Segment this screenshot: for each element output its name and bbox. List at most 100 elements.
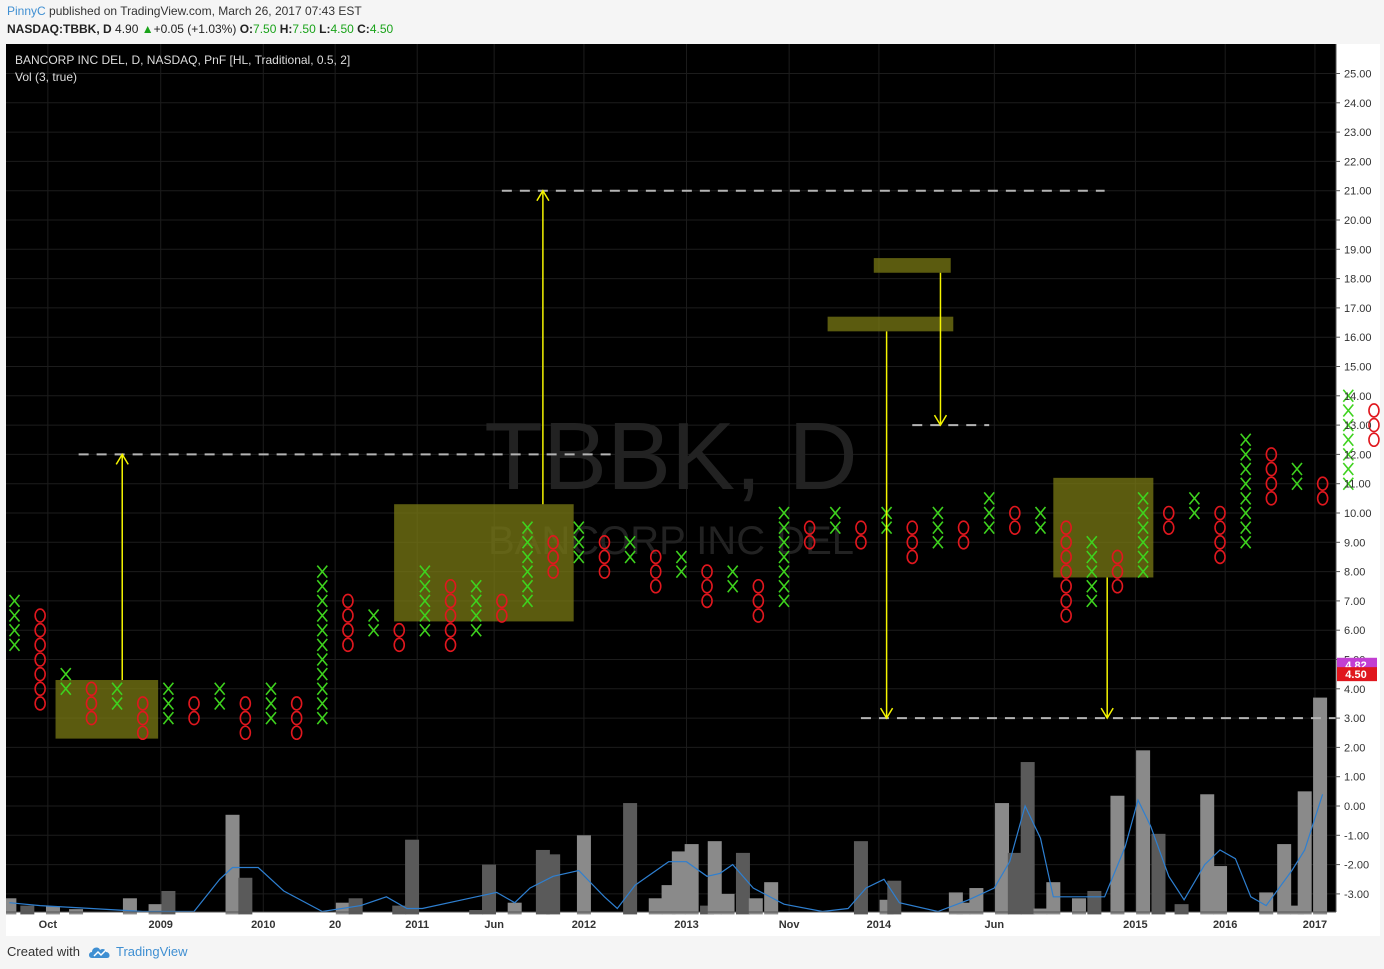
- volume-bar: [735, 852, 750, 915]
- x-box: [727, 579, 739, 593]
- low-label: L:: [319, 22, 331, 36]
- o-box: [34, 681, 46, 697]
- volume-bar: [684, 844, 699, 915]
- volume-bar: [1033, 908, 1048, 915]
- o-box: [239, 710, 252, 726]
- chart-container[interactable]: TBBK, D BANCORP INC DEL 25.00 24.00 23.00 22.…: [6, 44, 1380, 936]
- o-box: [290, 710, 303, 726]
- author-link[interactable]: PinnyC: [7, 4, 46, 18]
- o-box: [957, 534, 970, 550]
- volume-bar: [405, 839, 420, 915]
- volume-bar: [45, 906, 60, 915]
- o-box: [1060, 578, 1072, 594]
- x-box: [521, 535, 534, 549]
- close-label: C:: [357, 22, 370, 36]
- y-tick-label: 16.00: [1344, 332, 1372, 344]
- volume-bar: [853, 841, 868, 915]
- x-box: [573, 535, 585, 549]
- created-with-text: Created with: [7, 944, 80, 959]
- y-tick-label: 13.00: [1344, 420, 1372, 432]
- o-box: [34, 666, 46, 682]
- x-tick-label: Nov: [779, 919, 801, 931]
- y-tick-label: 19.00: [1344, 244, 1372, 256]
- o-box: [188, 710, 200, 726]
- volume-bar: [1277, 844, 1292, 915]
- o-box: [803, 534, 816, 550]
- tradingview-link[interactable]: TradingView: [88, 944, 188, 959]
- x-box: [1137, 535, 1149, 549]
- volume-bar: [1174, 904, 1189, 915]
- x-box: [60, 667, 72, 681]
- y-tick-label: 11.00: [1344, 479, 1371, 491]
- series-legend: BANCORP INC DEL, D, NASDAQ, PnF [HL, Tra…: [15, 53, 351, 67]
- x-box: [367, 609, 380, 623]
- o-box: [957, 520, 970, 535]
- o-box: [85, 696, 98, 711]
- y-tick-label: 21.00: [1344, 186, 1372, 198]
- o-box: [1368, 403, 1380, 418]
- volume-bar: [392, 905, 407, 915]
- x-box: [265, 696, 277, 710]
- o-box: [1009, 520, 1021, 535]
- x-box: [1137, 565, 1149, 579]
- o-box: [1060, 534, 1072, 550]
- volume-bar: [969, 888, 984, 915]
- x-box: [573, 521, 585, 535]
- x-box: [624, 550, 636, 564]
- o-box: [1368, 432, 1380, 448]
- volume-bar: [225, 814, 240, 915]
- x-box: [521, 521, 534, 535]
- o-box: [34, 637, 46, 653]
- y-tick-label: -2.00: [1344, 860, 1369, 872]
- x-tick-label: 2017: [1303, 919, 1327, 931]
- o-box: [649, 549, 662, 565]
- x-box: [162, 711, 175, 725]
- o-box: [34, 652, 46, 667]
- x-box: [521, 550, 534, 564]
- o-box: [136, 710, 149, 726]
- volume-bar: [1110, 795, 1125, 915]
- o-box: [393, 637, 406, 653]
- x-box: [316, 667, 328, 681]
- arrow-head: [1100, 707, 1114, 720]
- watermark-ticker: TBBK, D: [484, 403, 857, 510]
- x-box: [1137, 506, 1149, 520]
- x-box: [778, 565, 790, 579]
- x-box: [470, 594, 482, 608]
- x-box: [1240, 491, 1252, 505]
- o-box: [444, 622, 457, 638]
- x-box: [1291, 477, 1303, 491]
- o-box: [1265, 447, 1278, 462]
- o-box: [1316, 491, 1329, 506]
- volume-bar: [1297, 791, 1312, 915]
- symbol-info: NASDAQ:TBBK, D 4.90 ▲+0.05 (+1.03%) O:7.…: [7, 22, 393, 36]
- y-tick-label: 14.00: [1344, 391, 1372, 403]
- volume-bar: [748, 898, 763, 915]
- y-tick-label: 20.00: [1344, 215, 1372, 227]
- x-box: [265, 711, 277, 725]
- x-box: [470, 623, 482, 637]
- publish-text: published on TradingView.com, March 26, …: [49, 4, 362, 18]
- y-tick-label: 6.00: [1344, 625, 1365, 637]
- arrow-head: [879, 707, 894, 720]
- volume-bar: [6, 898, 17, 915]
- x-box: [1240, 535, 1252, 549]
- x-box: [932, 535, 944, 549]
- x-box: [778, 506, 790, 520]
- x-box: [8, 623, 21, 637]
- x-box: [521, 579, 534, 593]
- x-tick-label: Jun: [985, 919, 1005, 931]
- x-box: [1137, 550, 1149, 564]
- o-box: [598, 549, 611, 565]
- x-box: [1034, 506, 1047, 520]
- x-box: [778, 550, 790, 564]
- open-label: O:: [239, 22, 254, 36]
- o-box: [752, 578, 765, 594]
- x-box: [1240, 506, 1252, 520]
- volume-bar: [20, 905, 35, 915]
- open-value: 7.50: [253, 22, 277, 36]
- arrow-head: [115, 452, 129, 465]
- o-box: [1265, 476, 1278, 492]
- o-box: [547, 534, 559, 550]
